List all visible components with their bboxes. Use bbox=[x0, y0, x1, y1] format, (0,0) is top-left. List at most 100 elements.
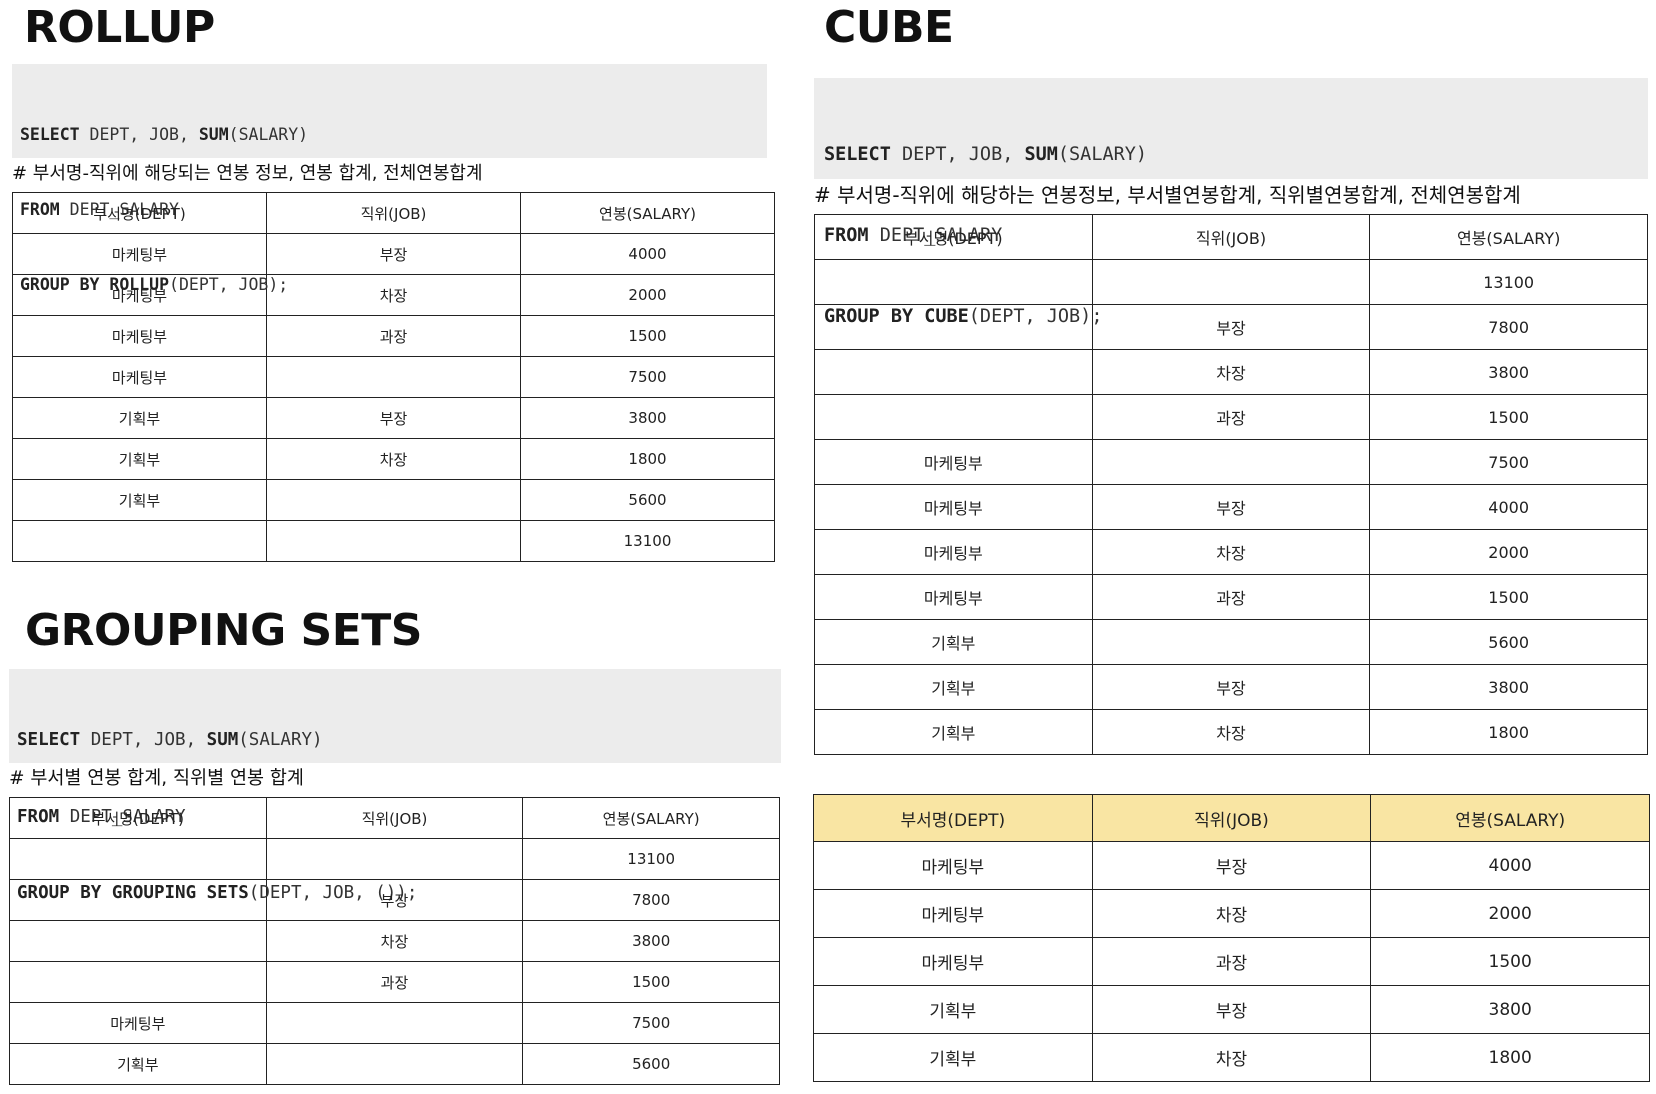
grouping-sets-comment: # 부서별 연봉 합계, 직위별 연봉 합계 bbox=[9, 768, 304, 789]
cube-table: 부서명(DEPT) 직위(JOB) 연봉(SALARY) 13100 부장 780… bbox=[814, 214, 1648, 755]
table-cell: 4000 bbox=[520, 233, 775, 275]
header-cell: 직위(JOB) bbox=[266, 192, 521, 234]
table-row: 과장 1500 bbox=[814, 394, 1648, 440]
table-cell: 1500 bbox=[1369, 394, 1648, 440]
table-cell: 1800 bbox=[1369, 709, 1648, 755]
table-cell: 기획부 bbox=[814, 619, 1093, 665]
table-cell: 1800 bbox=[1370, 1033, 1650, 1082]
table-cell: 부장 bbox=[1091, 304, 1371, 350]
table-cell: 5600 bbox=[1369, 619, 1648, 665]
table-cell: 1500 bbox=[1369, 574, 1648, 620]
table-header-row: 부서명(DEPT) 직위(JOB) 연봉(SALARY) bbox=[9, 797, 780, 839]
header-cell: 연봉(SALARY) bbox=[520, 192, 775, 234]
table-cell: 부장 bbox=[1091, 664, 1371, 710]
table-cell: 과장 bbox=[1091, 937, 1372, 986]
table-row: 마케팅부 과장 1500 bbox=[813, 937, 1650, 986]
table-cell: 2000 bbox=[1369, 529, 1648, 575]
table-cell: 기획부 bbox=[814, 709, 1093, 755]
table-cell bbox=[265, 1002, 524, 1044]
table-row: 마케팅부 7500 bbox=[814, 439, 1648, 485]
table-row: 기획부 차장 1800 bbox=[12, 438, 775, 480]
table-row: 13100 bbox=[9, 838, 780, 880]
rollup-code-block: SELECT DEPT, JOB, SUM(SALARY) FROM DEPT_… bbox=[12, 64, 767, 294]
table-cell: 마케팅부 bbox=[813, 937, 1093, 986]
header-cell: 직위(JOB) bbox=[1091, 214, 1371, 260]
grouping-sets-title: GROUPING SETS bbox=[25, 605, 422, 656]
table-row: 마케팅부 차장 2000 bbox=[813, 889, 1650, 938]
table-cell: 2000 bbox=[520, 274, 775, 316]
cube-comment: # 부서명-직위에 해당하는 연봉정보, 부서별연봉합계, 직위별연봉합계, 전… bbox=[814, 183, 1521, 207]
table-cell: 기획부 bbox=[813, 985, 1093, 1034]
rollup-comment: # 부서명-직위에 해당되는 연봉 정보, 연봉 합계, 전체연봉합계 bbox=[12, 163, 483, 184]
grouping-sets-table: 부서명(DEPT) 직위(JOB) 연봉(SALARY) 13100 부장 780… bbox=[9, 797, 780, 1085]
table-cell: 부장 bbox=[1091, 985, 1372, 1034]
table-header-row: 부서명(DEPT) 직위(JOB) 연봉(SALARY) bbox=[813, 794, 1650, 842]
table-row: 마케팅부 7500 bbox=[12, 356, 775, 398]
table-cell: 1500 bbox=[1370, 937, 1650, 986]
result-table: 부서명(DEPT) 직위(JOB) 연봉(SALARY) 마케팅부 부장 4000 … bbox=[813, 794, 1650, 1082]
table-cell: 부장 bbox=[266, 233, 521, 275]
rollup-title: ROLLUP bbox=[24, 2, 215, 53]
table-cell: 3800 bbox=[1369, 664, 1648, 710]
table-cell bbox=[814, 259, 1093, 305]
header-cell: 연봉(SALARY) bbox=[1369, 214, 1648, 260]
table-cell: 마케팅부 bbox=[814, 574, 1093, 620]
table-cell: 마케팅부 bbox=[12, 356, 267, 398]
cube-title: CUBE bbox=[824, 2, 954, 53]
table-row: 마케팅부 부장 4000 bbox=[813, 841, 1650, 890]
table-row: 마케팅부 과장 1500 bbox=[12, 315, 775, 357]
table-cell: 기획부 bbox=[12, 438, 267, 480]
table-cell: 차장 bbox=[1091, 709, 1371, 755]
table-row: 기획부 5600 bbox=[12, 479, 775, 521]
table-cell: 차장 bbox=[1091, 1033, 1372, 1082]
header-cell: 부서명(DEPT) bbox=[9, 797, 267, 839]
table-cell: 기획부 bbox=[12, 397, 267, 439]
table-cell bbox=[1091, 259, 1371, 305]
table-cell bbox=[266, 520, 521, 562]
table-row: 기획부 5600 bbox=[814, 619, 1648, 665]
table-cell: 5600 bbox=[520, 479, 775, 521]
result-section: 부서명(DEPT) 직위(JOB) 연봉(SALARY) 마케팅부 부장 4000 … bbox=[813, 794, 1651, 1082]
table-row: 부장 7800 bbox=[9, 879, 780, 921]
table-cell: 과장 bbox=[1091, 394, 1371, 440]
table-row: 기획부 차장 1800 bbox=[814, 709, 1648, 755]
table-cell bbox=[9, 838, 267, 880]
code-line: GROUP BY ROLLUP(DEPT, JOB); bbox=[20, 275, 289, 294]
table-cell bbox=[814, 349, 1093, 395]
table-cell: 기획부 bbox=[813, 1033, 1093, 1082]
table-cell: 부장 bbox=[1091, 484, 1371, 530]
table-cell: 1800 bbox=[520, 438, 775, 480]
table-row: 마케팅부 과장 1500 bbox=[814, 574, 1648, 620]
table-cell: 기획부 bbox=[9, 1043, 267, 1085]
table-cell: 마케팅부 bbox=[814, 484, 1093, 530]
table-cell: 과장 bbox=[266, 315, 521, 357]
table-cell: 마케팅부 bbox=[814, 529, 1093, 575]
table-cell: 마케팅부 bbox=[813, 841, 1093, 890]
grouping-sets-code-block: SELECT DEPT, JOB, SUM(SALARY) FROM DEPT_… bbox=[9, 669, 781, 903]
table-cell bbox=[12, 520, 267, 562]
table-cell bbox=[1091, 619, 1371, 665]
rollup-table: 부서명(DEPT) 직위(JOB) 연봉(SALARY) 마케팅부 부장 4000 … bbox=[12, 192, 775, 562]
table-cell: 4000 bbox=[1370, 841, 1650, 890]
table-row: 차장 3800 bbox=[9, 920, 780, 962]
table-cell: 7800 bbox=[522, 879, 780, 921]
table-row: 기획부 5600 bbox=[9, 1043, 780, 1085]
table-cell: 차장 bbox=[265, 920, 524, 962]
table-cell bbox=[9, 879, 267, 921]
table-cell: 7500 bbox=[522, 1002, 780, 1044]
table-cell: 13100 bbox=[1369, 259, 1648, 305]
grouping-sets-section: GROUPING SETS SELECT DEPT, JOB, SUM(SALA… bbox=[9, 603, 784, 1085]
table-cell: 차장 bbox=[1091, 349, 1371, 395]
table-cell: 마케팅부 bbox=[814, 439, 1093, 485]
table-cell bbox=[9, 961, 267, 1003]
table-cell: 기획부 bbox=[814, 664, 1093, 710]
header-cell: 직위(JOB) bbox=[1091, 794, 1372, 842]
table-cell: 마케팅부 bbox=[12, 274, 267, 316]
table-row: 과장 1500 bbox=[9, 961, 780, 1003]
table-cell bbox=[1091, 439, 1371, 485]
table-cell: 마케팅부 bbox=[813, 889, 1093, 938]
table-row: 마케팅부 차장 2000 bbox=[814, 529, 1648, 575]
table-row: 마케팅부 7500 bbox=[9, 1002, 780, 1044]
table-row: 기획부 차장 1800 bbox=[813, 1033, 1650, 1082]
table-row: 마케팅부 부장 4000 bbox=[12, 233, 775, 275]
